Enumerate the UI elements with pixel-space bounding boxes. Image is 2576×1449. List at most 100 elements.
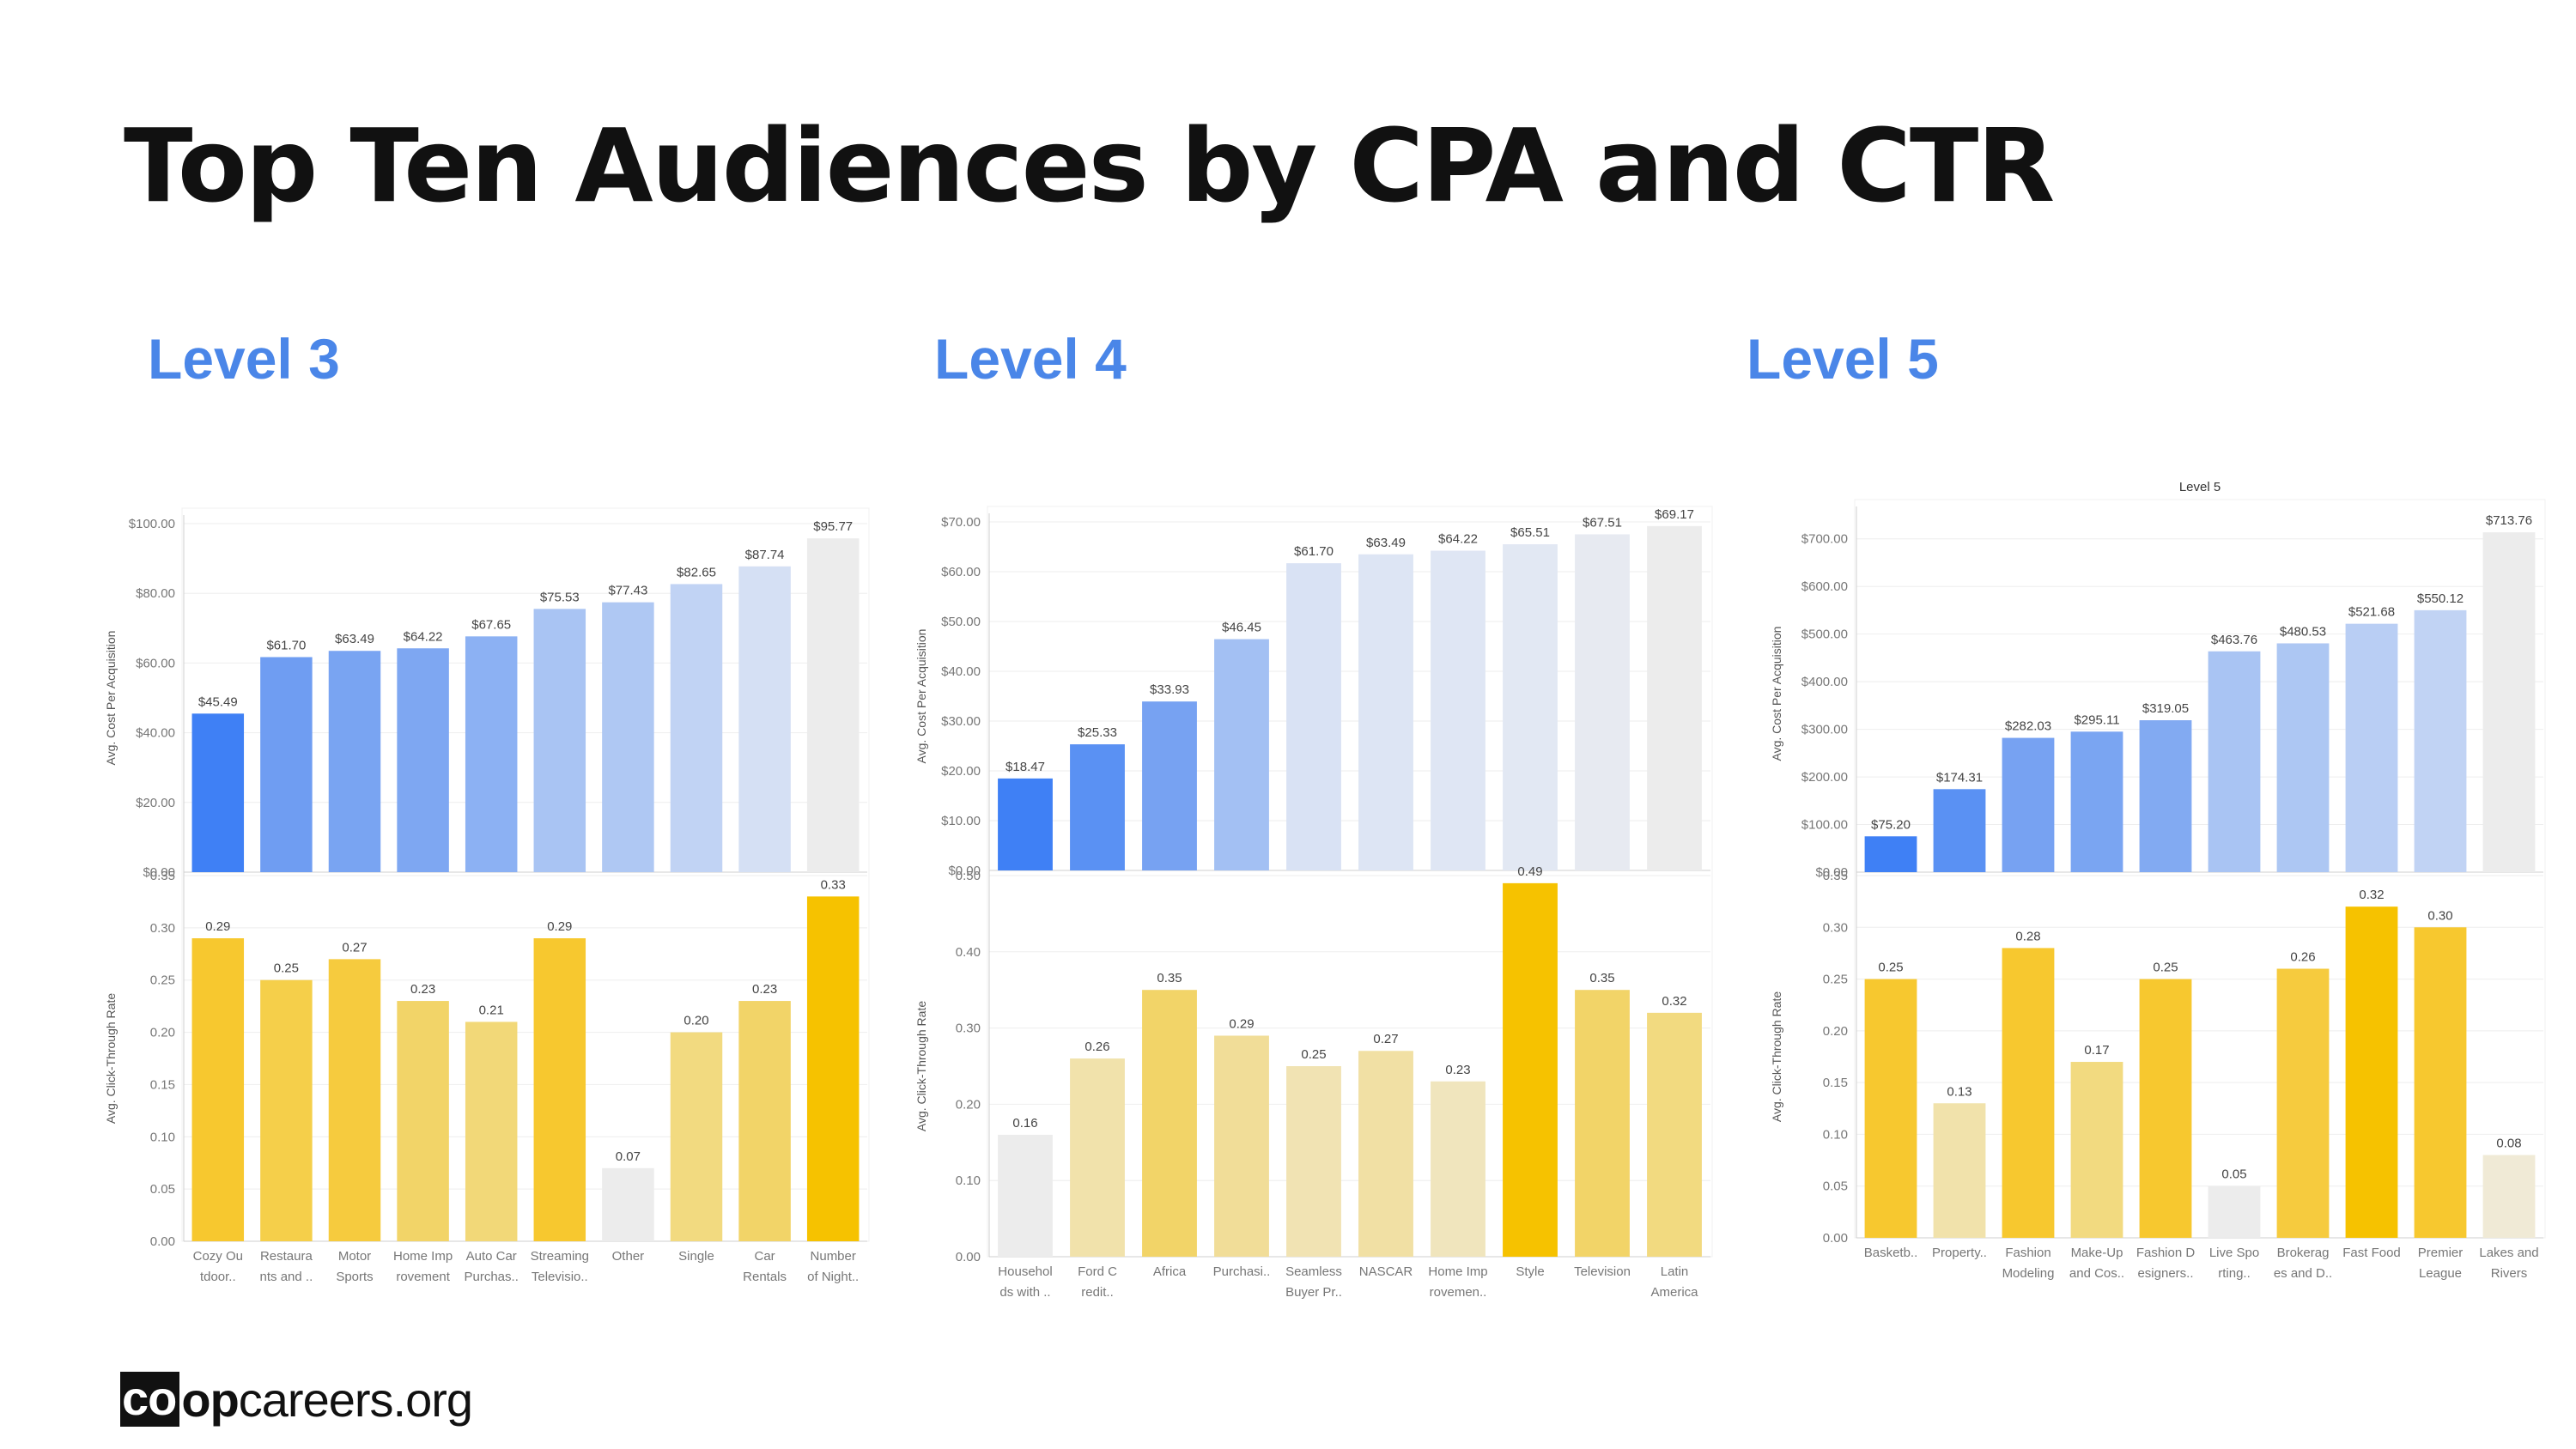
category-label: Number	[811, 1249, 856, 1264]
cpa-data-label: $65.51	[1510, 525, 1550, 540]
category-label: rovemen..	[1430, 1285, 1487, 1300]
category-label: Basketb..	[1864, 1246, 1918, 1260]
cpa-tick-label: $50.00	[941, 615, 981, 629]
logo-co-mark: co	[120, 1372, 180, 1427]
cpa-data-label: $33.93	[1150, 682, 1189, 697]
ctr-data-label: 0.32	[1662, 994, 1686, 1009]
ctr-bar	[2482, 1155, 2536, 1238]
ctr-bar	[1647, 1012, 1702, 1257]
cpa-data-label: $63.49	[335, 632, 374, 646]
ctr-bar	[465, 1022, 518, 1241]
cpa-data-label: $463.76	[2211, 633, 2257, 647]
category-label: nts and ..	[260, 1270, 313, 1284]
cpa-bar	[1431, 550, 1485, 870]
category-label: Television	[1574, 1264, 1631, 1279]
ctr-data-label: 0.32	[2359, 888, 2384, 902]
category-label: Live Spo	[2209, 1246, 2259, 1260]
cpa-bar	[2414, 609, 2467, 872]
category-label: Motor	[338, 1249, 371, 1264]
cpa-tick-label: $20.00	[941, 764, 981, 779]
ctr-tick-label: 0.35	[1823, 869, 1848, 883]
cpa-data-label: $67.51	[1583, 515, 1622, 530]
category-label: Restaura	[260, 1249, 313, 1264]
ctr-bar	[1933, 1103, 1986, 1238]
category-label: Property..	[1932, 1246, 1987, 1260]
cpa-tick-label: $100.00	[1801, 818, 1848, 833]
ctr-tick-label: 0.20	[150, 1026, 175, 1040]
cpa-bar	[2208, 651, 2261, 872]
ctr-bar	[806, 896, 860, 1241]
cpa-tick-label: $30.00	[941, 714, 981, 729]
cpa-tick-label: $0.00	[948, 864, 981, 878]
cpa-tick-label: $400.00	[1801, 675, 1848, 689]
ctr-axis-title: Avg. Click-Through Rate	[104, 993, 118, 1124]
category-label: Brokerag	[2277, 1246, 2330, 1260]
cpa-data-label: $45.49	[198, 694, 238, 709]
cpa-tick-label: $0.00	[1815, 865, 1848, 880]
ctr-bar	[1070, 1058, 1125, 1257]
ctr-bar	[2208, 1185, 2261, 1238]
category-label: Home Imp	[393, 1249, 453, 1264]
ctr-tick-label: 0.30	[1823, 920, 1848, 935]
ctr-data-label: 0.07	[616, 1149, 641, 1164]
cpa-bar	[2345, 623, 2398, 872]
ctr-bar	[998, 1134, 1053, 1257]
category-label: Househol	[998, 1264, 1052, 1279]
ctr-bar	[738, 1001, 791, 1241]
category-label: es and D..	[2274, 1266, 2332, 1281]
cpa-bar	[397, 648, 449, 872]
level-3-chart-panel: $0.00 $20.00 $40.00 $60.00 $80.00 $100.00 Avg.…	[86, 489, 910, 1305]
ctr-bar	[397, 1001, 449, 1241]
cpa-bar	[1503, 544, 1558, 870]
cpa-data-label: $18.47	[1005, 760, 1045, 774]
ctr-bar	[670, 1032, 723, 1241]
ctr-data-label: 0.27	[1373, 1032, 1398, 1046]
category-label: Purchas..	[465, 1270, 519, 1284]
cpa-tick-label: $80.00	[136, 586, 175, 601]
ctr-data-label: 0.23	[1445, 1063, 1470, 1077]
cpa-axis-title: Avg. Cost Per Acquisition	[914, 629, 928, 764]
ctr-tick-label: 0.05	[150, 1182, 175, 1197]
cpa-data-label: $61.70	[266, 638, 306, 652]
category-label: Rivers	[2491, 1266, 2528, 1281]
ctr-data-label: 0.25	[274, 961, 299, 976]
cpa-bar	[998, 778, 1053, 870]
ctr-data-label: 0.25	[2153, 961, 2178, 975]
ctr-data-label: 0.17	[2084, 1043, 2109, 1058]
cpa-data-label: $82.65	[677, 565, 716, 579]
cpa-tick-label: $20.00	[136, 796, 175, 810]
ctr-data-label: 0.35	[1157, 971, 1182, 985]
level-4-chart: $0.00 $10.00 $20.00 $30.00 $40.00 $50.00 $60.0…	[914, 506, 1713, 1300]
ctr-bar	[1358, 1051, 1413, 1257]
ctr-bar	[2139, 979, 2192, 1238]
slide-title: Top Ten Audiences by CPA and CTR	[124, 106, 2055, 225]
cpa-data-label: $87.74	[745, 548, 785, 562]
coopcareers-logo: co op careers.org	[120, 1372, 473, 1427]
ctr-tick-label: 0.00	[1823, 1231, 1848, 1246]
cpa-tick-label: $40.00	[136, 726, 175, 741]
category-label: tdoor..	[200, 1270, 236, 1284]
category-label: rting..	[2218, 1266, 2251, 1281]
level-3-heading: Level 3	[148, 327, 340, 391]
category-label: America	[1650, 1285, 1698, 1300]
cpa-bar	[2482, 532, 2536, 872]
cpa-bar	[1214, 639, 1269, 870]
ctr-data-label: 0.49	[1517, 864, 1542, 879]
ctr-data-label: 0.05	[2221, 1167, 2246, 1182]
ctr-tick-label: 0.10	[956, 1173, 981, 1188]
category-label: Cozy Ou	[193, 1249, 243, 1264]
level-5-chart: Level 5 $0.00 $100.00 $200.00 $300.00 $400.00…	[1770, 480, 2546, 1281]
category-label: of Night..	[807, 1270, 859, 1284]
cpa-data-label: $75.53	[540, 590, 580, 604]
cpa-tick-label: $60.00	[941, 565, 981, 579]
cpa-bar	[2139, 720, 2192, 872]
category-label: Sports	[336, 1270, 373, 1284]
ctr-data-label: 0.28	[2015, 929, 2040, 943]
cpa-bar	[806, 538, 860, 872]
ctr-tick-label: 0.35	[150, 869, 175, 883]
cpa-data-label: $295.11	[2074, 712, 2119, 727]
cpa-tick-label: $600.00	[1801, 579, 1848, 594]
cpa-bar	[1575, 534, 1630, 870]
cpa-data-label: $319.05	[2142, 701, 2189, 716]
ctr-data-label: 0.29	[1229, 1016, 1254, 1031]
